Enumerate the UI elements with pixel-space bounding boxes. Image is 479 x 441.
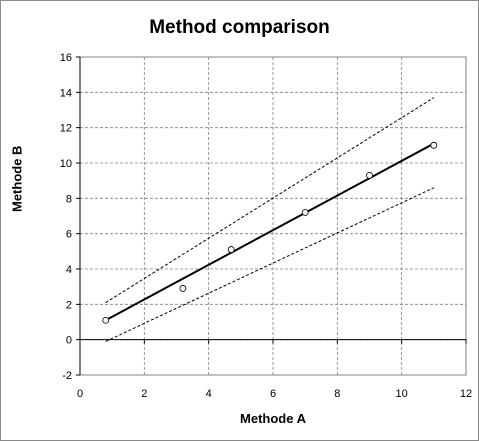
data-point — [430, 141, 438, 149]
x-tick-label: 2 — [141, 388, 147, 400]
x-tick-label: 0 — [77, 388, 83, 400]
y-tick-label: 6 — [66, 229, 72, 241]
data-point — [366, 171, 373, 179]
chart-title: Method comparison — [149, 17, 330, 38]
y-tick-label: 10 — [60, 158, 72, 170]
data-point — [227, 246, 235, 253]
x-tick-label: 8 — [334, 388, 340, 400]
y-tick-label: 0 — [66, 335, 72, 347]
x-axis-label: Methode A — [240, 411, 306, 426]
y-tick-label: 8 — [66, 193, 72, 205]
y-tick-label: 12 — [60, 123, 72, 135]
data-point — [102, 316, 110, 324]
y-tick-label: 14 — [60, 87, 72, 99]
data-point — [179, 285, 187, 292]
y-tick-label: 2 — [66, 299, 72, 311]
x-tick-label: 10 — [396, 388, 408, 400]
x-tick-label: 12 — [460, 388, 472, 400]
y-tick-label: 16 — [60, 52, 72, 64]
y-tick-label: -2 — [62, 370, 72, 382]
data-point — [301, 209, 309, 216]
lower-limit-line — [105, 187, 435, 342]
y-tick-label: 4 — [66, 264, 72, 276]
x-tick-label: 6 — [270, 388, 276, 400]
regression-line — [105, 142, 435, 322]
upper-limit-line — [105, 97, 435, 303]
x-tick-label: 4 — [206, 388, 212, 400]
